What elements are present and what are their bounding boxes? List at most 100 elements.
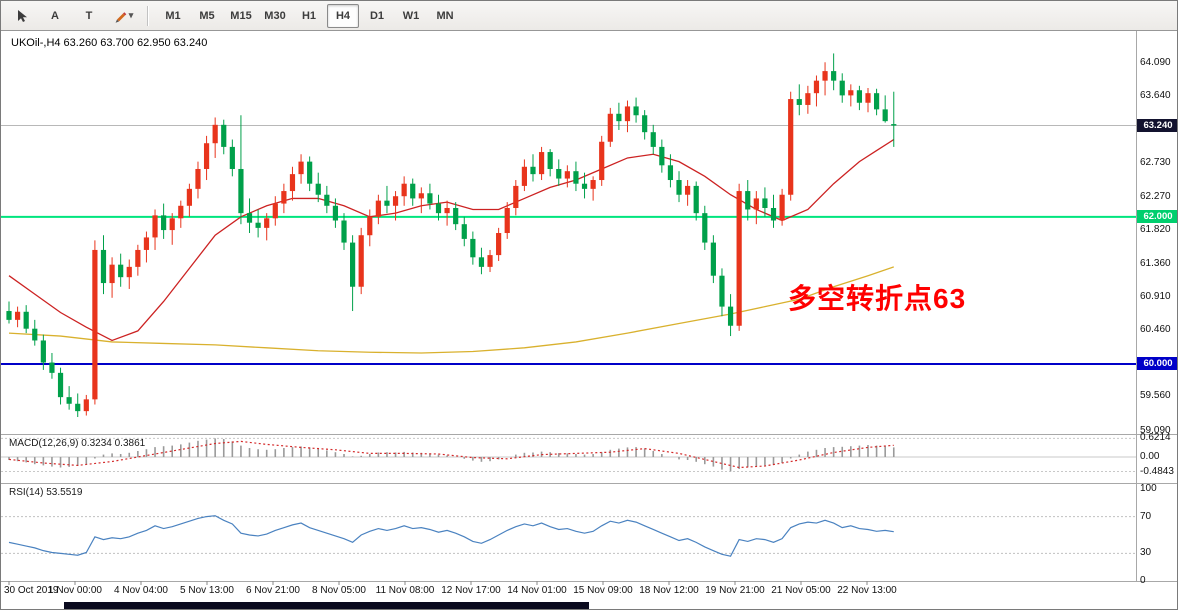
candle-body <box>358 235 364 287</box>
timeframe-button-mn[interactable]: MN <box>436 9 454 22</box>
candle-body <box>496 233 502 256</box>
candle-body <box>727 306 734 326</box>
candle-body <box>410 183 416 199</box>
rsi-line <box>8 515 894 557</box>
candle-body <box>264 218 270 228</box>
chevron-down-icon: ▾ <box>128 10 134 20</box>
candle-body <box>770 207 777 221</box>
candle-body <box>375 200 381 217</box>
draw-tool-button[interactable]: ▾ <box>107 4 139 28</box>
candle-body <box>607 113 613 142</box>
timeframe-button-m5[interactable]: M5 <box>199 9 215 22</box>
timeframe-button-d1[interactable]: D1 <box>369 9 385 22</box>
candle-body <box>813 80 820 94</box>
candle-body <box>315 183 321 195</box>
candle-body <box>736 191 742 326</box>
candle-body <box>6 311 12 320</box>
candle-body <box>444 207 450 214</box>
candle-body <box>710 242 716 276</box>
timeframe-button-m30[interactable]: M30 <box>264 9 286 22</box>
candle-body <box>195 168 201 189</box>
candle-body <box>616 113 622 122</box>
candle-body <box>581 183 588 189</box>
bottom-bar <box>64 602 589 609</box>
candle-body <box>178 205 184 219</box>
candle-body <box>23 311 29 329</box>
candle-body <box>435 203 442 214</box>
candle-body <box>40 340 46 363</box>
candle-body <box>513 185 519 208</box>
candle-body <box>14 311 21 320</box>
candle-body <box>350 242 356 287</box>
candle-body <box>633 106 639 116</box>
candle-body <box>384 200 390 206</box>
candle-body <box>839 80 845 96</box>
candle-body <box>255 222 261 228</box>
candle-body <box>186 188 192 206</box>
candle-body <box>453 207 459 225</box>
candle-body <box>573 171 579 184</box>
candle-body <box>161 215 167 231</box>
candle-body <box>332 205 339 221</box>
candle-body <box>100 249 107 284</box>
candle-body <box>57 372 64 398</box>
ma-slow-line <box>8 266 894 354</box>
candle-body <box>298 161 304 175</box>
candle-body <box>779 194 785 221</box>
candle-body <box>203 143 210 169</box>
candle-body <box>152 215 158 238</box>
candle-body <box>547 152 553 169</box>
candle-body <box>753 198 759 210</box>
candle-body <box>401 183 407 197</box>
candle-body <box>169 218 175 231</box>
candle-body <box>32 328 38 341</box>
candle-body <box>289 174 296 192</box>
timeframe-button-w1[interactable]: W1 <box>402 9 420 22</box>
candle-body <box>676 180 682 195</box>
candle-body <box>590 180 596 189</box>
candle-body <box>135 249 141 267</box>
timeframe-button-m1[interactable]: M1 <box>165 9 181 22</box>
candle-body <box>143 237 150 250</box>
timeframe-button-m15[interactable]: M15 <box>230 9 252 22</box>
candle-body <box>805 93 811 105</box>
timeframe-group: M1 M5 M15 M30 H1 H4 D1 W1 MN <box>157 3 461 28</box>
toolbar-separator <box>147 5 149 26</box>
candle-body <box>392 196 399 206</box>
candle-body <box>873 93 880 110</box>
timeframe-button-h4[interactable]: H4 <box>327 3 359 28</box>
candle-body <box>418 193 424 199</box>
candle-body <box>788 99 794 195</box>
candle-body <box>848 90 854 96</box>
candle-body <box>882 109 888 122</box>
candle-body <box>307 161 313 184</box>
toolbar: A T ▾ M1 M5 M15 M30 H1 H4 D1 W1 MN <box>1 1 1177 31</box>
candle-body <box>324 194 330 206</box>
candle-body <box>719 275 725 307</box>
text-tool-button[interactable]: T <box>73 4 105 28</box>
candle-body <box>478 257 485 267</box>
cursor-button[interactable] <box>5 4 37 28</box>
candle-body <box>272 203 278 219</box>
letter-a-icon: A <box>51 9 59 22</box>
candle-body <box>556 168 562 179</box>
candle-body <box>831 71 837 81</box>
candle-body <box>238 168 244 214</box>
letter-t-icon: T <box>85 9 93 22</box>
candle-body <box>367 216 373 236</box>
candle-body <box>126 266 132 278</box>
candle-body <box>92 249 98 400</box>
candle-body <box>504 207 510 234</box>
macd-signal-line <box>8 440 894 469</box>
candle-body <box>564 171 570 179</box>
candle-body <box>521 166 527 186</box>
candle-body <box>822 71 828 81</box>
timeframe-button-h1[interactable]: H1 <box>301 9 317 22</box>
candle-body <box>650 132 656 147</box>
candle-body <box>599 141 605 181</box>
text-label-button[interactable]: A <box>39 4 71 28</box>
candle-body <box>745 191 751 210</box>
candle-body <box>624 106 631 122</box>
pencil-icon <box>115 11 127 23</box>
